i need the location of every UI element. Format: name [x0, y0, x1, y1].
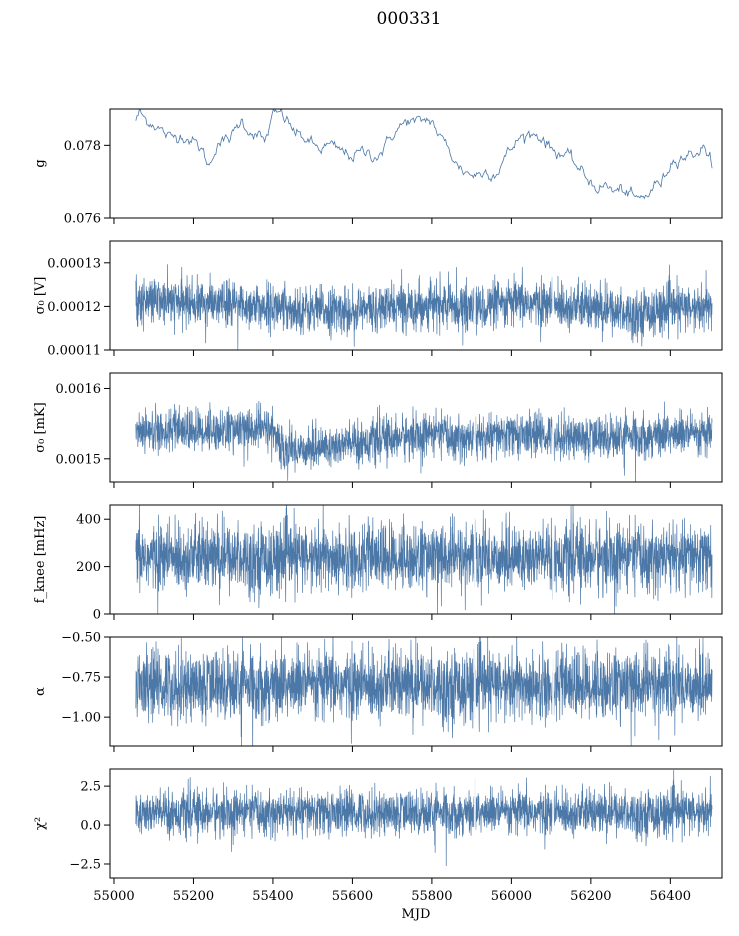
panel-1: 0.076 0.078 g [33, 108, 723, 227]
x-tick-label: 56000 [491, 889, 532, 904]
data-gap [552, 638, 555, 745]
figure-title: 000331 [377, 9, 442, 29]
data-gap [473, 638, 476, 745]
panel-6: −2.5 0.0 2.5 55000 55200 55400 55600 55800 56000… [33, 768, 723, 922]
y-tick-label: 0.00013 [47, 256, 101, 271]
data-line [135, 637, 713, 746]
y-tick-label: −1.00 [61, 711, 101, 726]
y-tick-label: 200 [76, 560, 101, 575]
y-axis-label: χ² [33, 817, 48, 830]
y-tick-label: 0.0016 [56, 382, 102, 397]
axes-frame [109, 636, 723, 747]
axes-frame [109, 240, 723, 351]
panel-3: 0.0015 0.0016 σ₀ [mK] [33, 372, 723, 488]
x-tick-label: 55000 [93, 889, 134, 904]
y-tick-label: −0.75 [61, 671, 101, 686]
panel-5: −1.00 −0.75 −0.50 α [33, 631, 723, 752]
x-tick-label: 55200 [173, 889, 214, 904]
data-gap [552, 506, 555, 613]
data-gap [473, 506, 476, 613]
y-tick-label: −0.50 [61, 631, 101, 646]
y-tick-label: 0.0015 [56, 452, 102, 467]
axes-frame [109, 768, 723, 879]
y-tick-label: 0.00011 [47, 344, 101, 359]
y-tick-label: 2.5 [80, 780, 101, 795]
y-tick-label: 400 [76, 513, 101, 528]
x-axis-label: MJD [402, 907, 431, 922]
data-gap [552, 374, 555, 481]
data-line [135, 505, 713, 614]
x-tick-label: 56200 [570, 889, 611, 904]
x-tick-label: 55400 [252, 889, 293, 904]
x-tick-label: 56400 [650, 889, 691, 904]
data-gap [473, 770, 476, 877]
y-axis-label: σ₀ [V] [33, 277, 48, 315]
axes-frame [109, 504, 723, 615]
data-gap [552, 242, 555, 349]
y-axis-label: α [33, 687, 48, 696]
y-tick-label: 0.076 [64, 212, 101, 227]
data-line [135, 109, 713, 200]
y-tick-label: 0 [93, 608, 101, 623]
axes-frame [109, 108, 723, 219]
y-axis-label: σ₀ [mK] [33, 402, 48, 452]
panel-2: 0.00011 0.00012 0.00013 σ₀ [V] [33, 240, 723, 359]
y-axis-label: f_knee [mHz] [33, 516, 48, 604]
data-gap [473, 374, 476, 481]
axes-frame [109, 372, 723, 483]
data-line [135, 264, 713, 350]
data-gap [473, 242, 476, 349]
y-tick-label: 0.00012 [47, 300, 101, 315]
y-tick-label: −2.5 [69, 857, 101, 872]
y-axis-label: g [33, 159, 48, 167]
data-gap [552, 770, 555, 877]
x-tick-label: 55600 [332, 889, 373, 904]
data-line [135, 770, 713, 867]
data-line [135, 401, 713, 482]
x-tick-label: 55800 [411, 889, 452, 904]
panel-4: 0 200 400 f_knee [mHz] [33, 504, 723, 623]
y-tick-label: 0.0 [80, 819, 101, 834]
y-tick-label: 0.078 [64, 139, 101, 154]
